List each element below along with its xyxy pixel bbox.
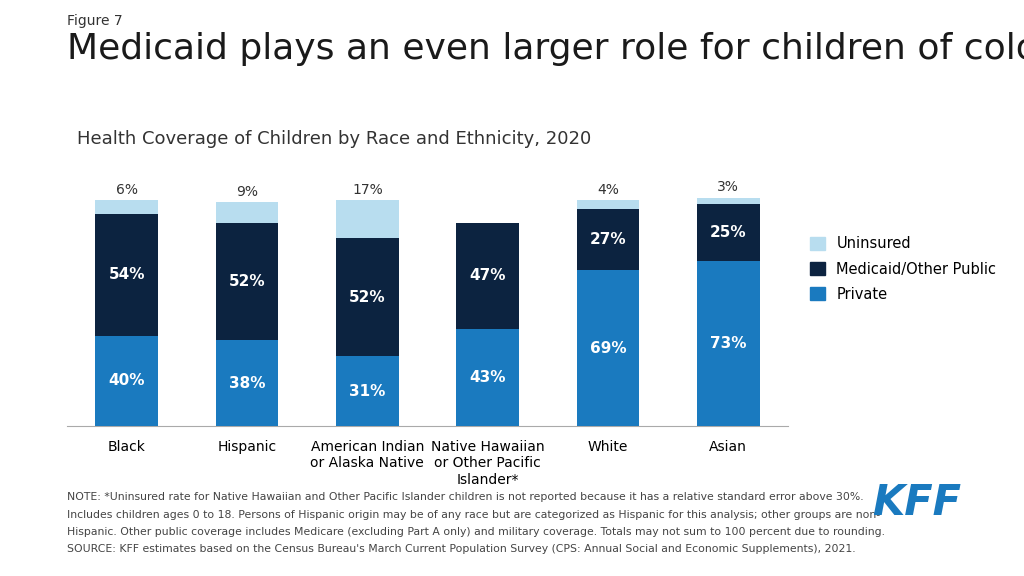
Text: Hispanic. Other public coverage includes Medicare (excluding Part A only) and mi: Hispanic. Other public coverage includes… — [67, 527, 885, 537]
Text: 40%: 40% — [109, 373, 145, 388]
Text: 38%: 38% — [228, 376, 265, 391]
Text: Health Coverage of Children by Race and Ethnicity, 2020: Health Coverage of Children by Race and … — [77, 130, 591, 147]
Text: 73%: 73% — [710, 336, 746, 351]
Text: 4%: 4% — [597, 183, 618, 196]
Text: 17%: 17% — [352, 183, 383, 196]
Bar — [457, 329, 519, 426]
Bar — [95, 336, 158, 426]
Text: 3%: 3% — [718, 180, 739, 194]
Text: KFF: KFF — [872, 482, 961, 524]
Text: 6%: 6% — [116, 183, 137, 196]
Text: NOTE: *Uninsured rate for Native Hawaiian and Other Pacific Islander children is: NOTE: *Uninsured rate for Native Hawaiia… — [67, 492, 863, 502]
Text: Figure 7: Figure 7 — [67, 14, 122, 28]
Text: SOURCE: KFF estimates based on the Census Bureau's March Current Population Surv: SOURCE: KFF estimates based on the Censu… — [67, 544, 855, 554]
Bar — [336, 200, 398, 238]
Bar — [95, 214, 158, 336]
Bar — [577, 209, 639, 270]
Bar — [216, 202, 279, 222]
Bar — [95, 200, 158, 214]
Legend: Uninsured, Medicaid/Other Public, Private: Uninsured, Medicaid/Other Public, Privat… — [810, 236, 996, 302]
Bar — [336, 238, 398, 356]
Text: 47%: 47% — [469, 268, 506, 283]
Text: Medicaid plays an even larger role for children of color.: Medicaid plays an even larger role for c… — [67, 32, 1024, 66]
Bar — [577, 200, 639, 209]
Text: 54%: 54% — [109, 267, 145, 282]
Bar — [457, 222, 519, 329]
Text: 43%: 43% — [469, 370, 506, 385]
Text: 25%: 25% — [710, 225, 746, 240]
Text: Includes children ages 0 to 18. Persons of Hispanic origin may be of any race bu: Includes children ages 0 to 18. Persons … — [67, 510, 880, 520]
Bar — [336, 356, 398, 426]
Text: 31%: 31% — [349, 384, 386, 399]
Text: 9%: 9% — [237, 185, 258, 199]
Text: 52%: 52% — [349, 290, 386, 305]
Bar — [216, 340, 279, 426]
Bar — [577, 270, 639, 426]
Bar — [697, 261, 760, 426]
Text: 69%: 69% — [590, 340, 627, 355]
Text: 52%: 52% — [228, 274, 265, 289]
Bar — [697, 198, 760, 204]
Text: 27%: 27% — [590, 232, 627, 247]
Bar — [216, 222, 279, 340]
Bar — [697, 204, 760, 261]
